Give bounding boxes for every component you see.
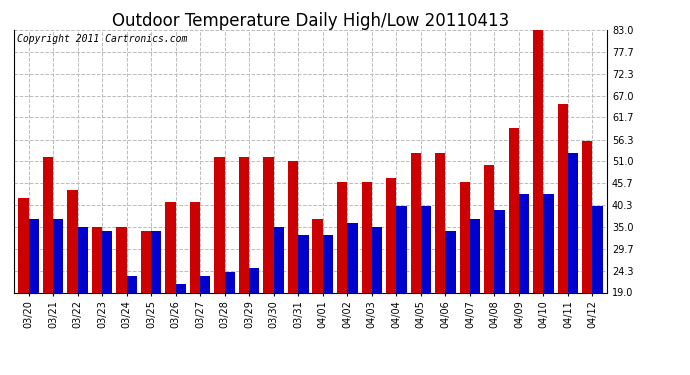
Bar [200, 276, 210, 292]
Bar [411, 153, 421, 292]
Bar [593, 206, 603, 292]
Bar [67, 190, 77, 292]
Bar [519, 194, 529, 292]
Bar [225, 272, 235, 292]
Bar [495, 210, 504, 292]
Bar [421, 206, 431, 292]
Bar [176, 284, 186, 292]
Bar [470, 219, 480, 292]
Text: Copyright 2011 Cartronics.com: Copyright 2011 Cartronics.com [17, 34, 187, 44]
Bar [117, 227, 126, 292]
Bar [151, 231, 161, 292]
Bar [53, 219, 63, 292]
Bar [43, 157, 53, 292]
Bar [558, 104, 568, 292]
Bar [544, 194, 554, 292]
Bar [274, 227, 284, 292]
Bar [386, 178, 396, 292]
Bar [102, 231, 112, 292]
Bar [92, 227, 102, 292]
Bar [264, 157, 274, 292]
Bar [445, 231, 455, 292]
Bar [126, 276, 137, 292]
Bar [215, 157, 225, 292]
Bar [396, 206, 406, 292]
Bar [190, 202, 200, 292]
Bar [249, 268, 259, 292]
Bar [337, 182, 347, 292]
Bar [313, 219, 323, 292]
Bar [460, 182, 470, 292]
Bar [18, 198, 28, 292]
Bar [298, 235, 308, 292]
Bar [239, 157, 249, 292]
Bar [484, 165, 495, 292]
Bar [323, 235, 333, 292]
Bar [582, 141, 593, 292]
Bar [362, 182, 372, 292]
Bar [141, 231, 151, 292]
Title: Outdoor Temperature Daily High/Low 20110413: Outdoor Temperature Daily High/Low 20110… [112, 12, 509, 30]
Bar [166, 202, 176, 292]
Bar [347, 223, 357, 292]
Bar [509, 128, 519, 292]
Bar [288, 161, 298, 292]
Bar [533, 26, 544, 293]
Bar [435, 153, 445, 292]
Bar [372, 227, 382, 292]
Bar [77, 227, 88, 292]
Bar [568, 153, 578, 292]
Bar [28, 219, 39, 292]
